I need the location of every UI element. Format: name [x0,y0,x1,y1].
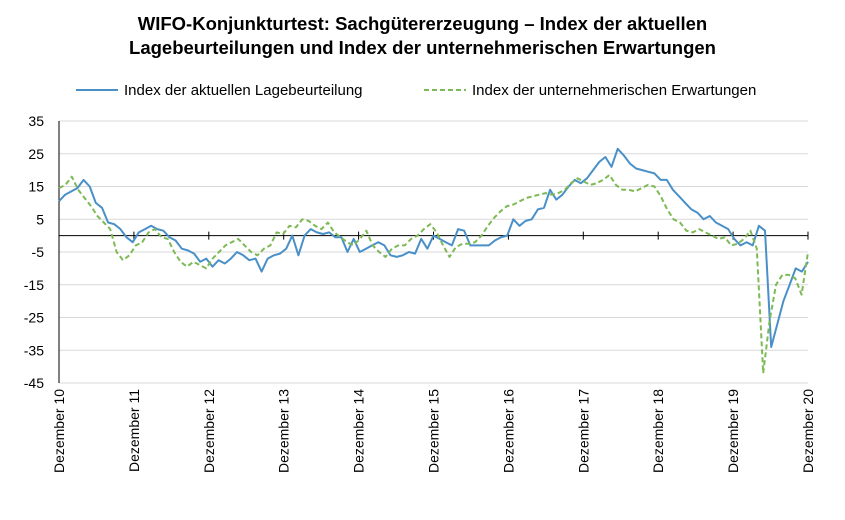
legend-item-lagebeurteilung: Index der aktuellen Lagebeurteilung [76,79,363,101]
legend-swatch-solid [76,89,118,91]
x-tick-label: Dezember 13 [276,389,292,473]
y-tick-label: 15 [28,179,44,195]
x-tick-label: Dezember 19 [725,389,741,473]
series-line-lagebeurteilung [58,147,809,348]
chart-title-line-2: Lagebeurteilungen und Index der unterneh… [129,37,716,58]
y-tick-label: -45 [24,375,44,391]
legend-item-erwartungen: Index der unternehmerischen Erwartungen [424,79,756,101]
y-tick-label: 35 [28,113,44,129]
chart-title-line-1: WIFO-Konjunkturtest: Sachgütererzeugung … [137,13,708,34]
legend-label-erwartungen: Index der unternehmerischen Erwartungen [472,81,757,99]
y-tick-label: -15 [24,277,44,293]
x-tick-label: Dezember 11 [126,389,142,472]
legend-label-lagebeurteilung: Index der aktuellen Lagebeurteilung [124,81,363,99]
chart-legend: Index der aktuellen Lagebeurteilung Inde… [0,79,845,101]
x-tick-label: Dezember 10 [51,389,67,473]
x-tick-label: Dezember 14 [351,389,367,473]
series-line-erwartungen [58,174,809,375]
y-tick-label: -5 [32,244,45,260]
x-tick-label: Dezember 17 [575,389,591,473]
y-tick-label: -35 [24,342,44,358]
y-tick-label: -25 [24,310,44,326]
y-tick-label: 5 [36,211,44,227]
chart-title: WIFO-Konjunkturtest: Sachgütererzeugung … [0,12,845,60]
y-tick-label: 25 [28,146,44,162]
x-tick-label: Dezember 20 [800,389,816,473]
legend-swatch-dashed [424,89,466,91]
x-tick-label: Dezember 16 [500,389,516,473]
x-tick-label: Dezember 18 [650,389,666,473]
x-tick-label: Dezember 15 [426,389,442,473]
x-tick-label: Dezember 12 [201,389,217,473]
